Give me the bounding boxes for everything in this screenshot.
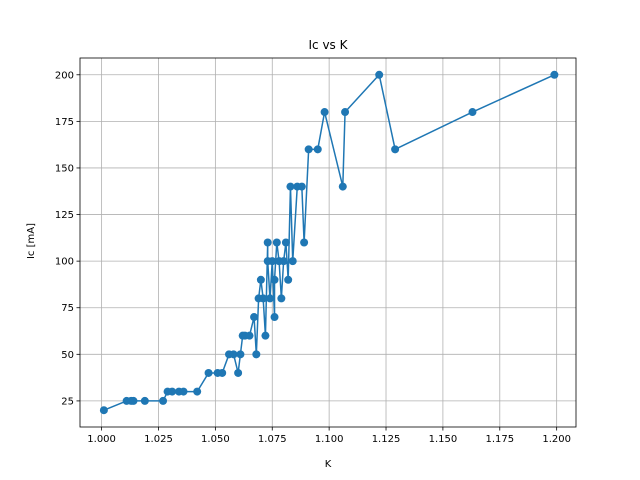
- data-point: [263, 238, 272, 247]
- y-tick-label: 200: [55, 70, 74, 81]
- data-point: [218, 368, 227, 377]
- data-point: [272, 238, 281, 247]
- data-point: [234, 368, 243, 377]
- x-tick-label: 1.100: [315, 434, 344, 445]
- y-tick-label: 50: [61, 350, 74, 361]
- data-point: [300, 238, 309, 247]
- data-series: [99, 70, 559, 415]
- x-axis-label: K: [325, 459, 332, 470]
- data-point: [391, 145, 400, 154]
- y-tick-label: 100: [55, 257, 74, 268]
- data-point: [99, 406, 108, 415]
- data-point: [281, 238, 290, 247]
- y-tick-label: 75: [61, 303, 74, 314]
- y-tick-label: 25: [61, 396, 74, 407]
- data-point: [286, 182, 295, 191]
- x-tick-label: 1.075: [258, 434, 287, 445]
- data-point: [159, 396, 168, 405]
- data-point: [252, 350, 261, 359]
- data-point: [550, 70, 559, 79]
- x-tick-label: 1.000: [87, 434, 116, 445]
- x-tick-label: 1.125: [372, 434, 401, 445]
- data-point: [245, 331, 254, 340]
- data-point: [261, 331, 270, 340]
- data-point: [279, 257, 288, 266]
- data-point: [179, 387, 188, 396]
- chart-title: Ic vs K: [309, 38, 349, 52]
- data-point: [320, 108, 329, 117]
- data-point: [270, 275, 279, 284]
- data-point: [297, 182, 306, 191]
- data-point: [236, 350, 245, 359]
- x-tick-label: 1.050: [201, 434, 230, 445]
- x-axis: 1.000 1.025 1.050 1.075 1.100 1.125 1.150 1.175…: [87, 427, 571, 445]
- data-point: [193, 387, 202, 396]
- y-tick-label: 150: [55, 163, 74, 174]
- data-point: [313, 145, 322, 154]
- plot-frame: [79, 57, 577, 428]
- data-point: [270, 313, 279, 322]
- data-point: [204, 368, 213, 377]
- data-point: [341, 108, 350, 117]
- data-point: [277, 294, 286, 303]
- data-point: [265, 294, 274, 303]
- x-tick-label: 1.175: [485, 434, 514, 445]
- y-axis: 25 50 75 100 125 150 175 200: [55, 70, 80, 407]
- data-point: [129, 396, 138, 405]
- x-tick-label: 1.200: [542, 434, 571, 445]
- data-point: [288, 257, 297, 266]
- data-point: [229, 350, 238, 359]
- data-point: [338, 182, 347, 191]
- x-tick-label: 1.150: [429, 434, 458, 445]
- data-point: [256, 275, 265, 284]
- data-point: [304, 145, 313, 154]
- data-point: [259, 294, 268, 303]
- y-tick-label: 125: [55, 210, 74, 221]
- data-point: [375, 70, 384, 79]
- data-point: [268, 257, 277, 266]
- grid: [80, 58, 576, 427]
- data-point: [140, 396, 149, 405]
- data-point: [250, 313, 259, 322]
- data-point: [468, 108, 477, 117]
- data-point: [284, 275, 293, 284]
- y-axis-label: Ic [mA]: [26, 223, 37, 259]
- data-point: [168, 387, 177, 396]
- y-tick-label: 175: [55, 117, 74, 128]
- x-tick-label: 1.025: [144, 434, 173, 445]
